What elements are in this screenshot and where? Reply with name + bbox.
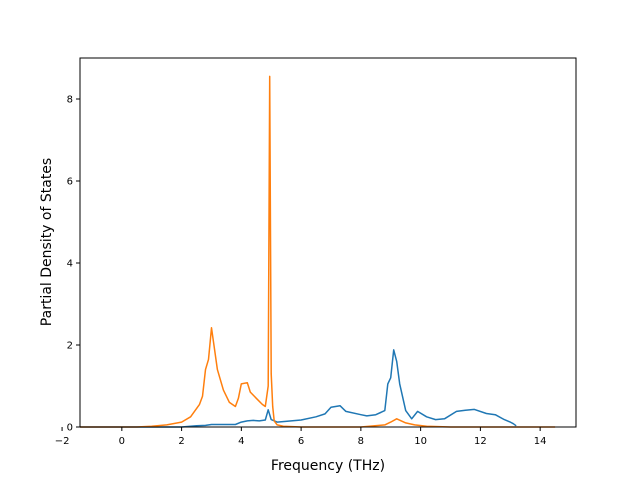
x-tick-label: 10 <box>414 436 427 447</box>
x-tick-label: 4 <box>238 436 244 447</box>
x-tick-label: 12 <box>474 436 487 447</box>
x-axis-label: Frequency (THz) <box>271 458 385 474</box>
series-layer <box>80 75 556 428</box>
y-tick-label: 2 <box>67 341 73 352</box>
x-tick-label: −2 <box>55 436 70 447</box>
plot-frame <box>79 57 577 428</box>
x-tick-label: 2 <box>178 436 184 447</box>
y-tick-label: 4 <box>67 259 73 270</box>
x-tick-label: 0 <box>119 436 125 447</box>
series-line-2 <box>80 75 556 428</box>
x-tick-label: 8 <box>358 436 364 447</box>
y-axis-label: Partial Density of States <box>39 158 55 326</box>
y-axis: 0 2 4 6 8 <box>67 95 80 434</box>
y-tick-label: 8 <box>67 95 73 106</box>
x-tick-label: 14 <box>534 436 547 447</box>
y-tick-label: 6 <box>67 177 73 188</box>
x-axis: −2 0 2 4 6 8 10 12 14 <box>55 427 547 447</box>
series-line-1 <box>80 349 517 428</box>
y-tick-label: 0 <box>67 423 73 434</box>
x-tick-label: 6 <box>298 436 304 447</box>
